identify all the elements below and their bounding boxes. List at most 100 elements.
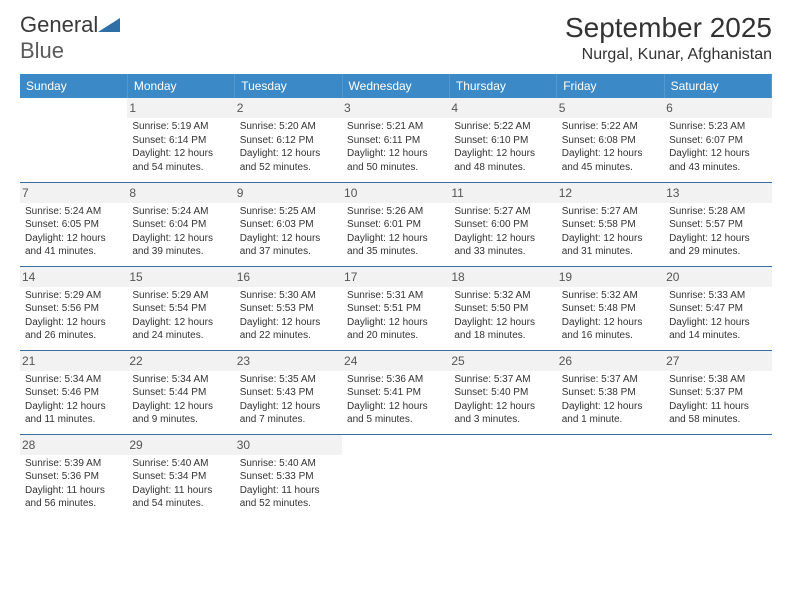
calendar-cell: 24Sunrise: 5:36 AMSunset: 5:41 PMDayligh…: [342, 350, 449, 434]
calendar-cell: 6Sunrise: 5:23 AMSunset: 6:07 PMDaylight…: [664, 98, 771, 182]
brand-part2: Blue: [20, 38, 64, 63]
day-number: 11: [449, 183, 556, 203]
calendar-cell: 7Sunrise: 5:24 AMSunset: 6:05 PMDaylight…: [20, 182, 127, 266]
daylight-line1: Daylight: 12 hours: [240, 232, 337, 246]
sunset-text: Sunset: 6:00 PM: [454, 218, 551, 232]
calendar-cell: .: [342, 434, 449, 518]
sunrise-text: Sunrise: 5:19 AM: [132, 120, 229, 134]
sunrise-text: Sunrise: 5:23 AM: [669, 120, 766, 134]
daylight-line2: and 54 minutes.: [132, 161, 229, 175]
daylight-line2: and 50 minutes.: [347, 161, 444, 175]
daylight-line1: Daylight: 12 hours: [562, 316, 659, 330]
sunrise-text: Sunrise: 5:27 AM: [562, 205, 659, 219]
calendar-cell: 11Sunrise: 5:27 AMSunset: 6:00 PMDayligh…: [449, 182, 556, 266]
calendar-cell: .: [664, 434, 771, 518]
brand-text: GeneralBlue: [20, 12, 120, 64]
calendar-head: SundayMondayTuesdayWednesdayThursdayFrid…: [20, 74, 772, 98]
daylight-line2: and 45 minutes.: [562, 161, 659, 175]
daylight-line2: and 33 minutes.: [454, 245, 551, 259]
daylight-line1: Daylight: 12 hours: [454, 147, 551, 161]
calendar-week: .1Sunrise: 5:19 AMSunset: 6:14 PMDayligh…: [20, 98, 772, 182]
sunset-text: Sunset: 5:54 PM: [132, 302, 229, 316]
sunset-text: Sunset: 6:01 PM: [347, 218, 444, 232]
day-number: 13: [664, 183, 771, 203]
day-number: 16: [235, 267, 342, 287]
calendar-cell: 9Sunrise: 5:25 AMSunset: 6:03 PMDaylight…: [235, 182, 342, 266]
calendar-cell: 13Sunrise: 5:28 AMSunset: 5:57 PMDayligh…: [664, 182, 771, 266]
brand-part1: General: [20, 12, 98, 37]
daylight-line1: Daylight: 12 hours: [347, 147, 444, 161]
day-number: 1: [127, 98, 234, 118]
calendar-cell: 10Sunrise: 5:26 AMSunset: 6:01 PMDayligh…: [342, 182, 449, 266]
daylight-line1: Daylight: 12 hours: [562, 147, 659, 161]
daylight-line2: and 26 minutes.: [25, 329, 122, 343]
daylight-line2: and 1 minute.: [562, 413, 659, 427]
day-number: 4: [449, 98, 556, 118]
daylight-line1: Daylight: 11 hours: [669, 400, 766, 414]
sunset-text: Sunset: 5:37 PM: [669, 386, 766, 400]
daylight-line2: and 39 minutes.: [132, 245, 229, 259]
daylight-line1: Daylight: 12 hours: [25, 400, 122, 414]
sunset-text: Sunset: 6:12 PM: [240, 134, 337, 148]
brand-logo: GeneralBlue: [20, 12, 120, 64]
daylight-line2: and 54 minutes.: [132, 497, 229, 511]
daylight-line1: Daylight: 12 hours: [454, 400, 551, 414]
calendar-cell: 28Sunrise: 5:39 AMSunset: 5:36 PMDayligh…: [20, 434, 127, 518]
sunrise-text: Sunrise: 5:40 AM: [132, 457, 229, 471]
day-number: 8: [127, 183, 234, 203]
weekday-header: Friday: [557, 74, 664, 98]
calendar-cell: 14Sunrise: 5:29 AMSunset: 5:56 PMDayligh…: [20, 266, 127, 350]
day-number: 28: [20, 435, 127, 455]
calendar-table: SundayMondayTuesdayWednesdayThursdayFrid…: [20, 74, 772, 518]
daylight-line1: Daylight: 12 hours: [669, 147, 766, 161]
sunset-text: Sunset: 6:11 PM: [347, 134, 444, 148]
daylight-line1: Daylight: 12 hours: [25, 232, 122, 246]
logo-triangle-icon: [98, 14, 120, 32]
sunrise-text: Sunrise: 5:40 AM: [240, 457, 337, 471]
calendar-cell: 3Sunrise: 5:21 AMSunset: 6:11 PMDaylight…: [342, 98, 449, 182]
day-number: 15: [127, 267, 234, 287]
daylight-line2: and 7 minutes.: [240, 413, 337, 427]
daylight-line1: Daylight: 12 hours: [562, 232, 659, 246]
day-number: 29: [127, 435, 234, 455]
sunset-text: Sunset: 5:56 PM: [25, 302, 122, 316]
sunset-text: Sunset: 5:47 PM: [669, 302, 766, 316]
day-number: 2: [235, 98, 342, 118]
sunrise-text: Sunrise: 5:21 AM: [347, 120, 444, 134]
day-number: 19: [557, 267, 664, 287]
daylight-line2: and 22 minutes.: [240, 329, 337, 343]
calendar-week: 7Sunrise: 5:24 AMSunset: 6:05 PMDaylight…: [20, 182, 772, 266]
daylight-line1: Daylight: 12 hours: [669, 232, 766, 246]
calendar-cell: 12Sunrise: 5:27 AMSunset: 5:58 PMDayligh…: [557, 182, 664, 266]
daylight-line2: and 29 minutes.: [669, 245, 766, 259]
calendar-cell: 23Sunrise: 5:35 AMSunset: 5:43 PMDayligh…: [235, 350, 342, 434]
daylight-line1: Daylight: 11 hours: [25, 484, 122, 498]
calendar-week: 21Sunrise: 5:34 AMSunset: 5:46 PMDayligh…: [20, 350, 772, 434]
daylight-line2: and 37 minutes.: [240, 245, 337, 259]
daylight-line1: Daylight: 12 hours: [669, 316, 766, 330]
calendar-week: 14Sunrise: 5:29 AMSunset: 5:56 PMDayligh…: [20, 266, 772, 350]
day-number: 7: [20, 183, 127, 203]
day-number: 26: [557, 351, 664, 371]
daylight-line1: Daylight: 11 hours: [132, 484, 229, 498]
sunrise-text: Sunrise: 5:31 AM: [347, 289, 444, 303]
sunset-text: Sunset: 5:46 PM: [25, 386, 122, 400]
daylight-line1: Daylight: 12 hours: [132, 400, 229, 414]
daylight-line2: and 52 minutes.: [240, 497, 337, 511]
sunset-text: Sunset: 6:07 PM: [669, 134, 766, 148]
calendar-cell: 20Sunrise: 5:33 AMSunset: 5:47 PMDayligh…: [664, 266, 771, 350]
sunrise-text: Sunrise: 5:36 AM: [347, 373, 444, 387]
sunset-text: Sunset: 5:40 PM: [454, 386, 551, 400]
sunset-text: Sunset: 5:57 PM: [669, 218, 766, 232]
calendar-cell: 15Sunrise: 5:29 AMSunset: 5:54 PMDayligh…: [127, 266, 234, 350]
weekday-header: Sunday: [20, 74, 127, 98]
day-number: 23: [235, 351, 342, 371]
sunset-text: Sunset: 6:03 PM: [240, 218, 337, 232]
sunrise-text: Sunrise: 5:24 AM: [132, 205, 229, 219]
daylight-line1: Daylight: 12 hours: [132, 232, 229, 246]
sunset-text: Sunset: 5:43 PM: [240, 386, 337, 400]
page-header: GeneralBlue September 2025 Nurgal, Kunar…: [20, 12, 772, 64]
sunset-text: Sunset: 6:04 PM: [132, 218, 229, 232]
daylight-line1: Daylight: 12 hours: [132, 316, 229, 330]
calendar-cell: 30Sunrise: 5:40 AMSunset: 5:33 PMDayligh…: [235, 434, 342, 518]
